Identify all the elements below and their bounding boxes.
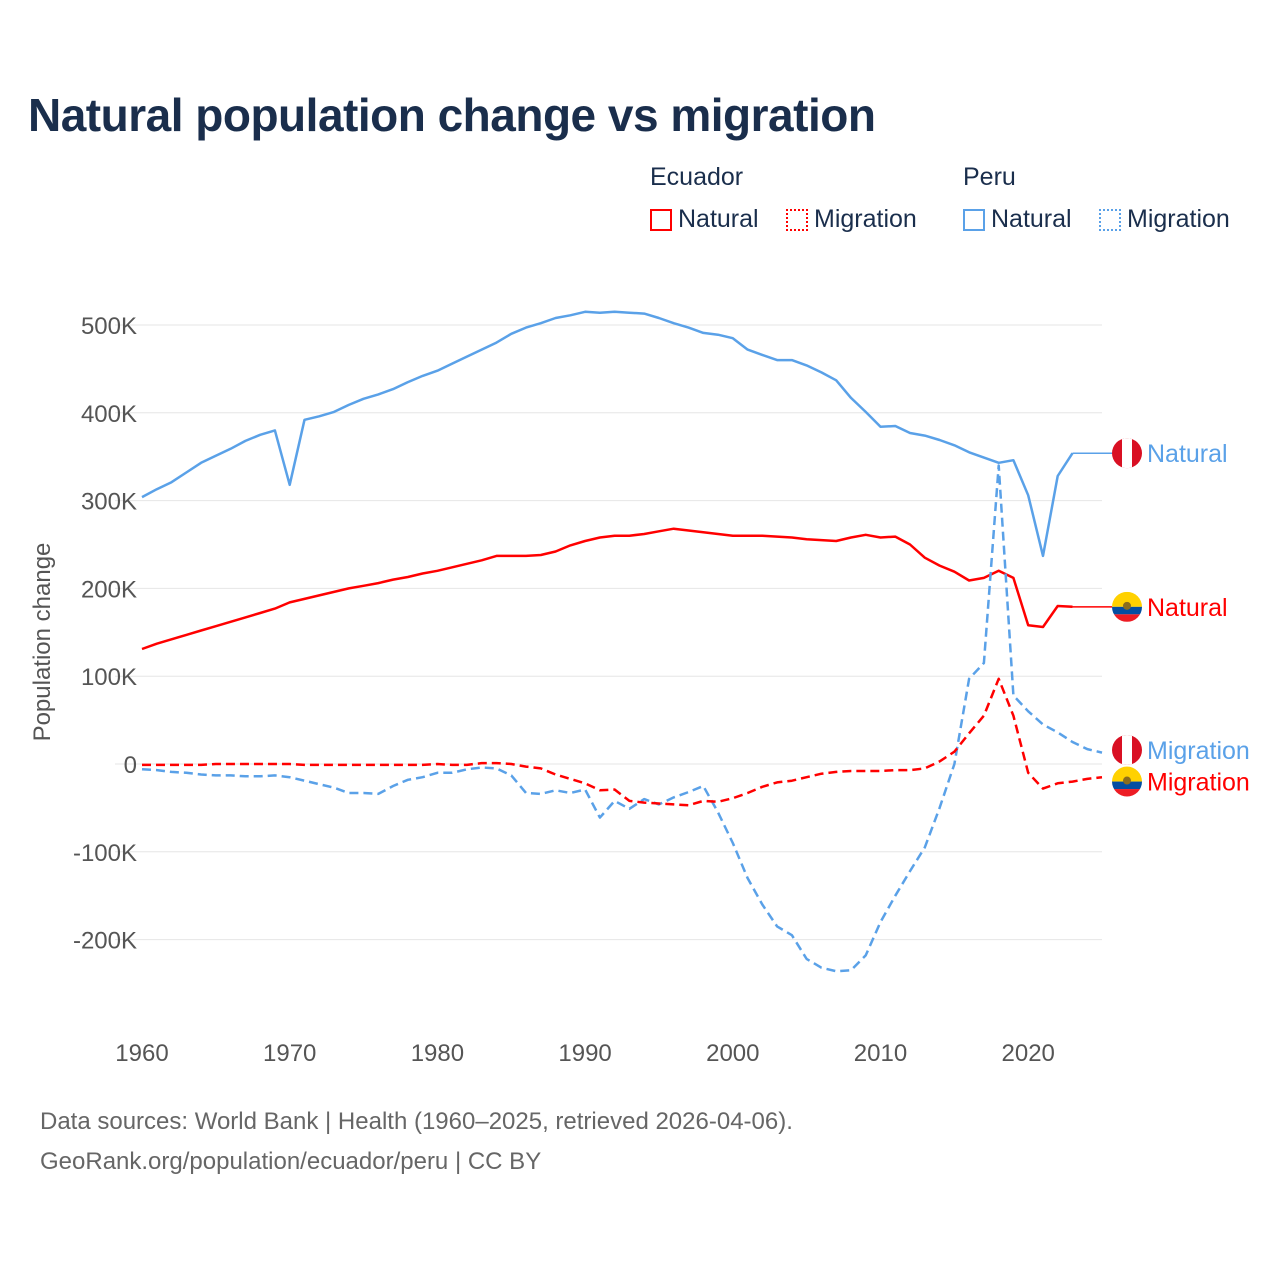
flag-fill xyxy=(1112,766,1142,797)
flag-stripe xyxy=(1122,438,1132,469)
y-tick-label: 100K xyxy=(81,664,137,691)
series-line-ecuador-natural xyxy=(141,527,1073,651)
footer-sources: Data sources: World Bank | Health (1960–… xyxy=(40,1108,793,1135)
flag-stripe xyxy=(1122,734,1132,765)
legend-label: Migration xyxy=(814,205,917,233)
flag-stripe xyxy=(1112,734,1142,765)
flag-stripe xyxy=(1112,591,1142,607)
flag-stripe xyxy=(1112,438,1142,469)
y-tick-label: 300K xyxy=(81,489,137,516)
chart-title: Natural population change vs migration xyxy=(28,89,876,141)
x-tick-label: 1970 xyxy=(263,1040,316,1067)
series-line-peru-natural xyxy=(141,310,1074,558)
legend-ecuador-natural[interactable]: Natural xyxy=(650,205,759,234)
x-tick-label: 2000 xyxy=(706,1040,759,1067)
x-tick-label: 2010 xyxy=(854,1040,907,1067)
end-label: Natural xyxy=(1147,440,1228,468)
flag-fill xyxy=(1112,734,1142,765)
y-tick-label: 200K xyxy=(81,576,137,603)
flag-emblem xyxy=(1123,776,1131,785)
flag-stripe xyxy=(1112,606,1142,615)
y-axis-label: Population change xyxy=(29,543,56,742)
legend-peru-natural[interactable]: Natural xyxy=(963,205,1072,234)
flag-fill xyxy=(1112,438,1142,469)
flag-emblem xyxy=(1123,601,1131,610)
flag-peru-icon xyxy=(1112,734,1142,765)
legend-label: Natural xyxy=(991,205,1072,233)
series-line-ecuador-migration xyxy=(142,677,1103,807)
flag-stripe xyxy=(1112,789,1142,797)
legend-swatch-dotted xyxy=(786,208,808,231)
legend-group-peru: Peru xyxy=(963,163,1016,191)
y-tick-label: 500K xyxy=(81,313,137,340)
end-label: Migration xyxy=(1147,769,1250,797)
flag-stripe xyxy=(1112,766,1142,782)
flag-stripe xyxy=(1112,781,1142,790)
x-tick-label: 1960 xyxy=(115,1040,168,1067)
flag-fill xyxy=(1112,591,1142,622)
x-tick-label: 1980 xyxy=(411,1040,464,1067)
x-tick-label: 1990 xyxy=(558,1040,611,1067)
x-tick-label: 2020 xyxy=(1002,1040,1055,1067)
flag-peru-icon xyxy=(1112,438,1142,469)
end-label: Natural xyxy=(1147,594,1228,622)
y-tick-label: 0 xyxy=(124,752,137,779)
flag-ecuador-icon xyxy=(1112,591,1142,622)
series-line-peru-migration xyxy=(141,464,1103,973)
footer-link[interactable]: GeoRank.org/population/ecuador/peru | CC… xyxy=(40,1148,542,1175)
y-tick-label: -100K xyxy=(73,840,137,867)
legend-peru-migration[interactable]: Migration xyxy=(1099,205,1230,234)
y-tick-label: -200K xyxy=(73,928,137,955)
legend-label: Natural xyxy=(678,205,759,233)
legend-ecuador-migration[interactable]: Migration xyxy=(786,205,917,234)
legend-group-ecuador: Ecuador xyxy=(650,163,744,191)
legend-swatch-dotted xyxy=(1099,208,1121,231)
end-label: Migration xyxy=(1147,737,1250,765)
legend-swatch-solid xyxy=(650,208,672,231)
legend-label: Migration xyxy=(1127,205,1230,233)
flag-ecuador-icon xyxy=(1112,766,1142,797)
y-tick-label: 400K xyxy=(81,401,137,428)
legend-swatch-solid xyxy=(963,208,985,231)
flag-stripe xyxy=(1112,614,1142,622)
